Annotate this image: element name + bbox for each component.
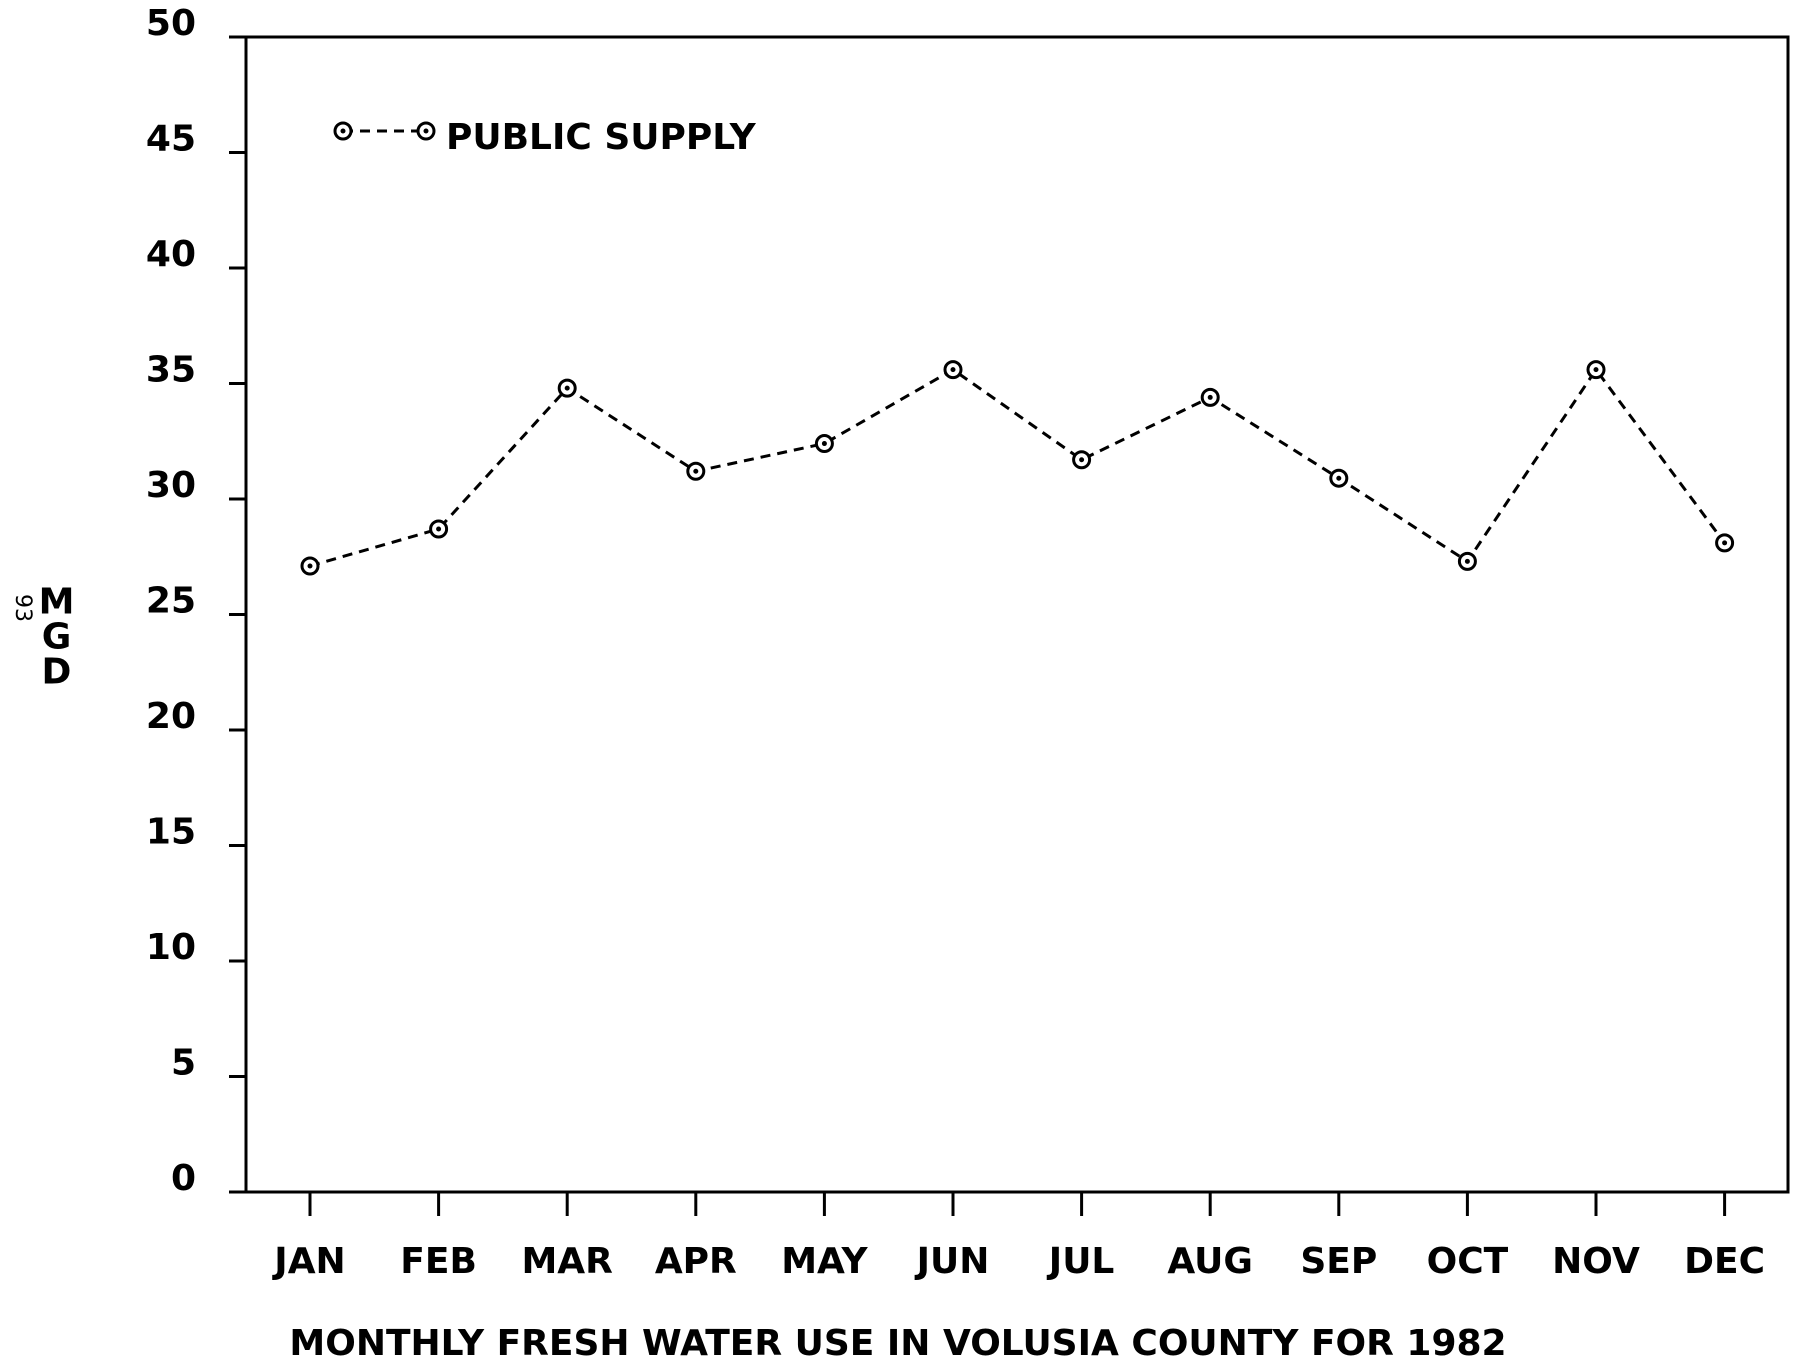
point-center — [564, 385, 570, 391]
y-tick-label: 15 — [146, 812, 196, 853]
x-tick-label: JUL — [1046, 1241, 1115, 1282]
legend-marker-center — [340, 128, 346, 134]
point-center — [436, 526, 442, 532]
x-tick-label: MAY — [781, 1241, 868, 1282]
x-tick-label: FEB — [400, 1241, 477, 1282]
point-center — [307, 563, 313, 569]
chart-title: MONTHLY FRESH WATER USE IN VOLUSIA COUNT… — [289, 1323, 1506, 1364]
y-tick-label: 45 — [146, 119, 196, 160]
y-tick-label: 50 — [146, 3, 196, 44]
x-tick-label: JUN — [914, 1241, 990, 1282]
point-center — [693, 468, 699, 474]
y-tick-label: 40 — [146, 234, 196, 275]
y-tick-label: 10 — [146, 927, 196, 968]
point-center — [1079, 457, 1085, 463]
point-center — [1722, 540, 1728, 546]
point-center — [1336, 475, 1342, 481]
y-tick-label: 20 — [146, 696, 196, 737]
x-tick-label: APR — [655, 1241, 737, 1282]
point-center — [1464, 558, 1470, 564]
x-tick-label: MAR — [521, 1241, 612, 1282]
y-tick-label: 30 — [146, 465, 196, 506]
data-line — [309, 367, 1726, 568]
point-center — [950, 367, 956, 373]
y-tick-label: 25 — [146, 581, 196, 622]
y-axis-label: MGD — [36, 582, 77, 687]
point-center — [821, 441, 827, 447]
x-tick-label: AUG — [1167, 1241, 1253, 1282]
x-tick-label: DEC — [1684, 1241, 1765, 1282]
page-number: 93 — [10, 594, 35, 622]
legend-marker-center — [423, 128, 429, 134]
x-tick-label: OCT — [1427, 1241, 1509, 1282]
x-tick-label: SEP — [1300, 1241, 1377, 1282]
point-center — [1207, 394, 1213, 400]
y-tick-label: 35 — [146, 350, 196, 391]
y-tick-label: 5 — [171, 1043, 196, 1084]
x-tick-label: NOV — [1552, 1241, 1640, 1282]
x-tick-label: JAN — [271, 1241, 345, 1282]
point-center — [1593, 367, 1599, 373]
plot-frame — [244, 35, 1790, 1194]
legend-label: PUBLIC SUPPLY — [446, 117, 757, 158]
y-tick-label: 0 — [171, 1158, 196, 1199]
